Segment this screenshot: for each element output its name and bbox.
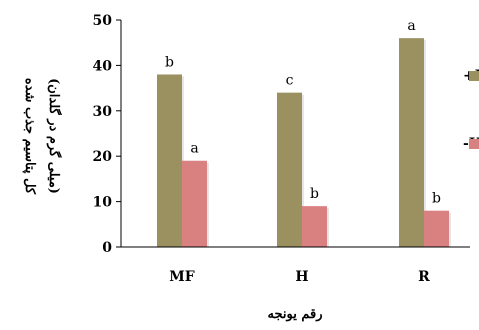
y-tick-label: 50 [93,13,113,29]
bars-layer [157,38,451,247]
y-tick-label: 30 [93,104,113,120]
significance-letter: c [286,73,294,89]
bar-shadow [424,40,426,247]
y-tick-label: 10 [93,195,113,211]
legend-swatch [469,139,479,149]
bar-plus-k-h [277,92,302,247]
bar-plus-k-mf [157,74,182,247]
significance-letter: b [165,54,174,70]
x-ticks-layer: MF H R [169,269,430,285]
y-tick-label: 20 [93,149,113,165]
bar-minus-k-r [424,210,449,247]
significance-letter: b [432,191,441,207]
legend-swatch [469,71,479,81]
y-ticks-layer: 0 10 20 30 40 50 [93,13,121,256]
significance-letter: a [190,141,198,157]
significance-letters-layer: b a c b a b [165,18,441,207]
bar-minus-k-h [302,206,327,247]
y-axis-title-line-1: کل پتاسیم جذب شده [22,78,37,195]
bar-minus-k-mf [182,160,207,247]
bar-plus-k-r [399,38,424,247]
x-axis-title: رقم یونجه [268,307,323,322]
bar-shadow [327,208,329,247]
bar-shadow [302,94,304,247]
axes-layer [120,20,470,248]
x-tick-label: MF [169,269,194,285]
significance-letter: a [407,18,415,34]
y-tick-label: 40 [93,58,113,74]
x-tick-label: R [418,269,430,285]
bar-shadow [449,212,451,247]
legend: +K-K [463,68,479,152]
significance-letter: b [310,186,319,202]
y-axis-title-line-2: (میلی گرم در گلدان) [46,78,63,194]
x-tick-label: H [295,269,308,285]
bar-shadow [207,162,209,247]
y-tick-label: 0 [102,240,112,256]
